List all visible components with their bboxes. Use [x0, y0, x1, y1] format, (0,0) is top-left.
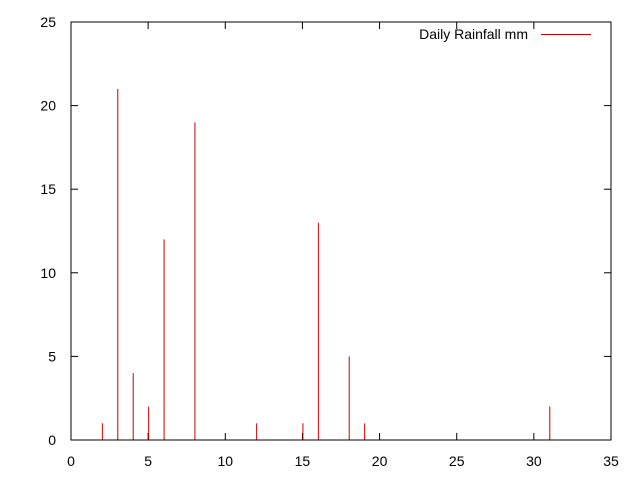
x-tick-label: 5 — [144, 453, 152, 469]
x-axis-tick-labels: 0 5 10 15 20 25 30 35 — [67, 453, 619, 469]
y-tick-label: 20 — [40, 98, 56, 114]
x-tick-label: 30 — [526, 453, 542, 469]
legend-label: Daily Rainfall mm — [419, 26, 528, 42]
tick-marks — [70, 21, 612, 441]
y-tick-label: 5 — [48, 348, 56, 364]
legend: Daily Rainfall mm — [419, 26, 591, 42]
y-tick-label: 0 — [48, 432, 56, 448]
y-tick-label: 10 — [40, 265, 56, 281]
y-tick-label: 25 — [40, 14, 56, 30]
data-series-impulses — [101, 88, 551, 440]
x-tick-label: 0 — [67, 453, 75, 469]
y-axis-tick-labels: 0 5 10 15 20 25 — [40, 14, 56, 448]
x-tick-label: 10 — [217, 453, 233, 469]
x-tick-label: 20 — [372, 453, 388, 469]
x-tick-label: 15 — [295, 453, 311, 469]
y-tick-label: 15 — [40, 181, 56, 197]
plot-frame — [70, 21, 612, 441]
x-tick-label: 35 — [603, 453, 619, 469]
x-tick-label: 25 — [449, 453, 465, 469]
